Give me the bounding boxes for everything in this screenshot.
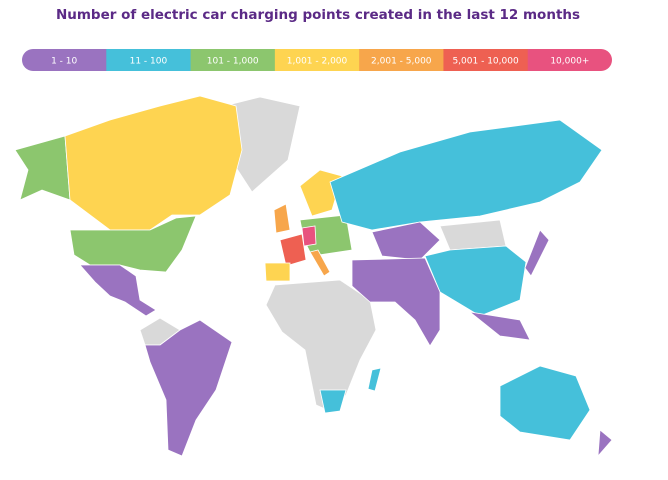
mongolia: [439, 219, 507, 251]
legend-swatch: [527, 49, 612, 71]
kazakhstan: [371, 221, 441, 261]
uk: [273, 203, 291, 234]
legend-swatch: [359, 49, 444, 71]
mexico: [79, 264, 157, 317]
china: [424, 245, 527, 317]
world-map: [14, 95, 613, 458]
legend-label: 11 - 100: [130, 57, 168, 67]
title: Number of electric car charging points c…: [56, 7, 580, 23]
legend-swatch: [190, 49, 276, 71]
canada: [64, 95, 243, 231]
madagascar: [367, 367, 382, 392]
legend-label: 10,000+: [550, 57, 589, 67]
legend-label: 1,001 - 2,000: [287, 57, 348, 67]
legend-label: 2,001 - 5,000: [371, 57, 432, 67]
spain: [264, 262, 291, 282]
legend-swatch: [106, 49, 192, 71]
italy: [309, 249, 331, 277]
south-africa: [319, 389, 347, 414]
japan: [524, 229, 550, 277]
australia: [499, 365, 591, 441]
legend-label: 101 - 1,000: [207, 57, 259, 67]
germany: [301, 225, 317, 247]
middle-east-india: [351, 257, 441, 347]
southeast-asia: [468, 311, 531, 341]
legend-label: 1 - 10: [51, 57, 77, 67]
legend-swatch: [443, 49, 529, 71]
legend-swatch: [22, 49, 107, 71]
legend-label: 5,001 - 10,000: [452, 57, 518, 67]
usa: [69, 215, 197, 273]
legend: 1 - 10 11 - 100 101 - 1,000 1,001 - 2,000 2,…: [22, 49, 612, 71]
alaska: [14, 135, 71, 201]
legend-swatch: [274, 49, 360, 71]
russia: [329, 119, 603, 231]
france: [279, 233, 307, 267]
new-zealand: [597, 429, 613, 458]
south-america: [144, 319, 233, 457]
